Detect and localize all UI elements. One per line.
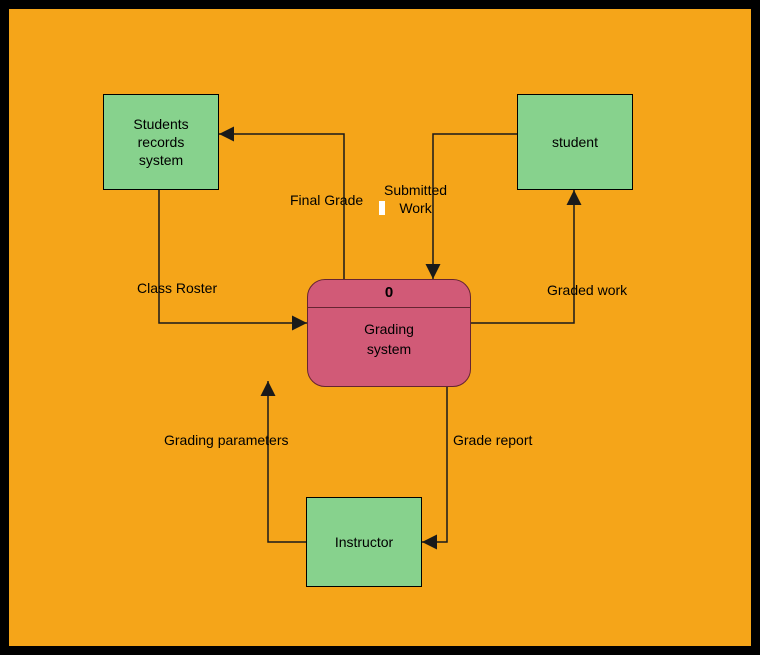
label-grading-parameters: Grading parameters <box>164 431 289 449</box>
edge-grade-report <box>422 387 447 542</box>
process-label: Gradingsystem <box>308 308 470 371</box>
node-label: Instructor <box>335 533 393 551</box>
cursor-mark <box>379 201 385 215</box>
node-grading-system: 0 Gradingsystem <box>307 279 471 387</box>
edge-grading-parameters <box>268 381 306 542</box>
node-label: Studentsrecordssystem <box>133 115 188 170</box>
label-class-roster: Class Roster <box>137 279 217 297</box>
node-label: student <box>552 133 598 151</box>
process-number: 0 <box>308 280 470 308</box>
label-final-grade: Final Grade <box>290 191 363 209</box>
node-student: student <box>517 94 633 190</box>
label-graded-work: Graded work <box>547 281 627 299</box>
edge-graded-work <box>471 190 574 323</box>
label-grade-report: Grade report <box>453 431 532 449</box>
edge-class-roster <box>159 190 307 323</box>
node-students-records: Studentsrecordssystem <box>103 94 219 190</box>
label-submitted-work: SubmittedWork <box>384 181 447 217</box>
node-instructor: Instructor <box>306 497 422 587</box>
diagram-canvas: Studentsrecordssystem student 0 Gradings… <box>9 9 751 646</box>
